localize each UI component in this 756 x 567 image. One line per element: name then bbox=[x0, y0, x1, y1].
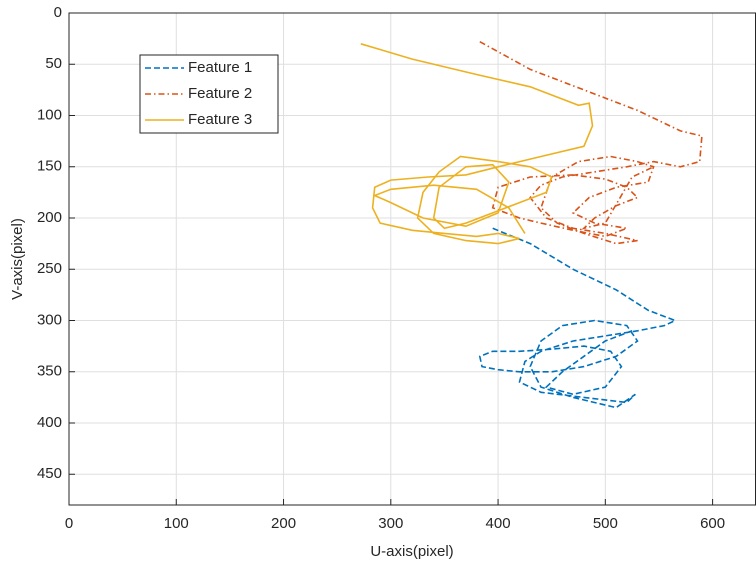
y-tick-label: 200 bbox=[37, 209, 62, 226]
x-tick-label: 500 bbox=[593, 515, 618, 532]
x-tick-label: 600 bbox=[700, 515, 725, 532]
x-tick-label: 200 bbox=[271, 515, 296, 532]
y-tick-label: 350 bbox=[37, 363, 62, 380]
legend-label: Feature 2 bbox=[188, 85, 252, 102]
series-line bbox=[478, 227, 678, 409]
legend-label: Feature 3 bbox=[188, 111, 252, 128]
x-tick-label: 300 bbox=[378, 515, 403, 532]
x-tick-label: 0 bbox=[65, 515, 73, 532]
x-axis-label: U-axis(pixel) bbox=[370, 543, 453, 560]
x-tick-label: 100 bbox=[164, 515, 189, 532]
series-line bbox=[479, 40, 703, 245]
legend-label: Feature 1 bbox=[188, 59, 252, 76]
y-tick-label: 50 bbox=[45, 55, 62, 72]
legend: Feature 1 Feature 2 Feature 3 bbox=[139, 54, 279, 134]
y-axis-label: V-axis(pixel) bbox=[9, 218, 26, 300]
y-tick-label: 400 bbox=[37, 414, 62, 431]
y-tick-label: 150 bbox=[37, 158, 62, 175]
y-tick-label: 0 bbox=[54, 4, 62, 21]
y-tick-label: 250 bbox=[37, 260, 62, 277]
x-tick-label: 400 bbox=[486, 515, 511, 532]
y-tick-label: 100 bbox=[37, 106, 62, 123]
y-tick-label: 450 bbox=[37, 465, 62, 482]
y-tick-label: 300 bbox=[37, 311, 62, 328]
series-line bbox=[360, 43, 594, 245]
